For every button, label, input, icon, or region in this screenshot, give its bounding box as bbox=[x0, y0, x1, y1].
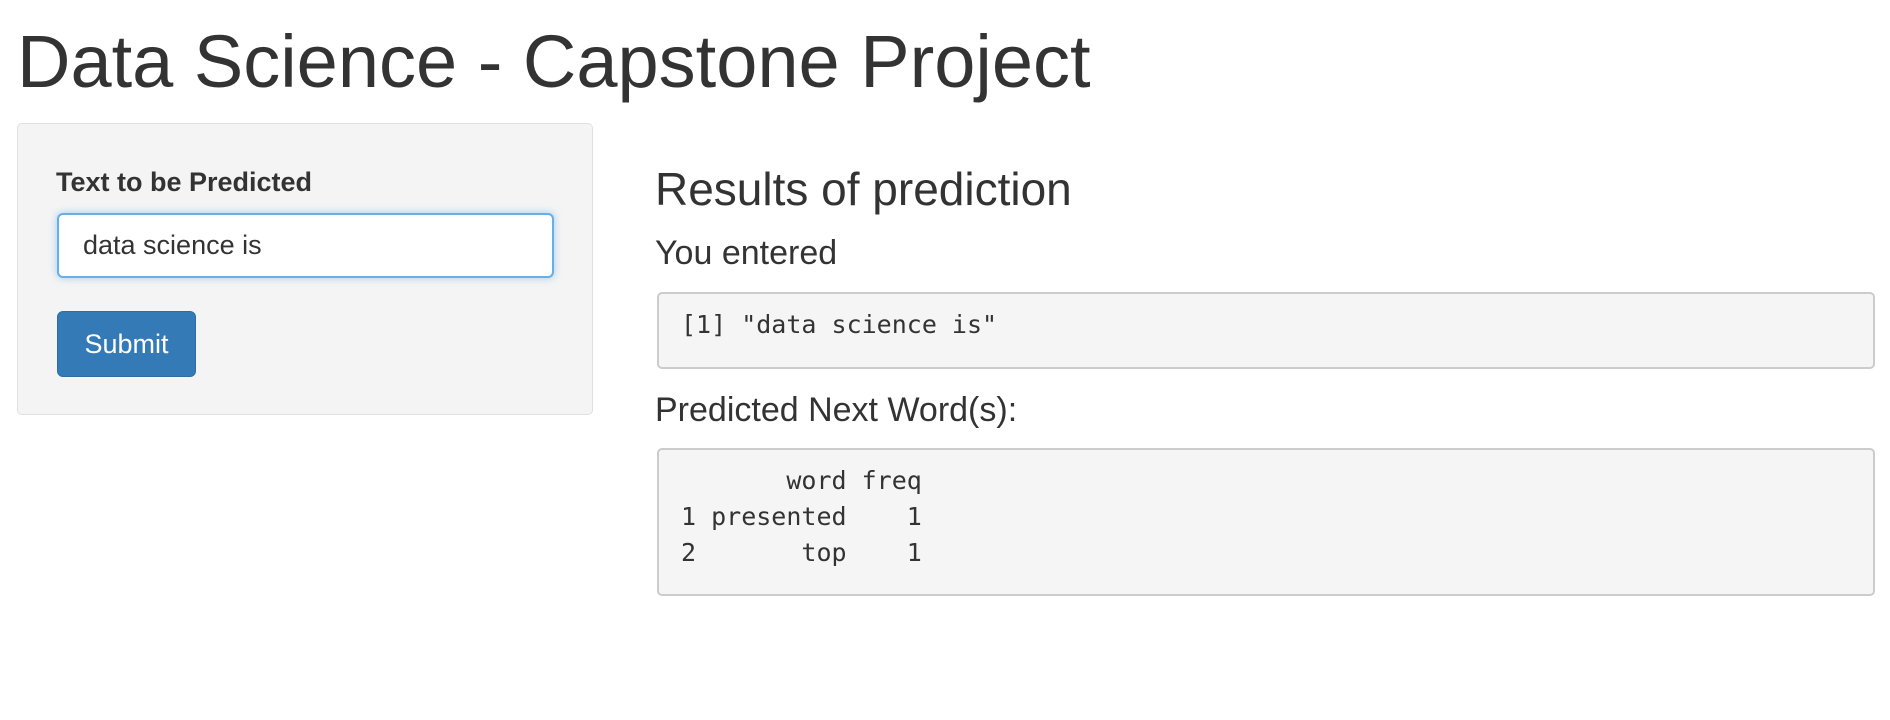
output-line: 2 top 1 bbox=[681, 538, 922, 567]
text-input[interactable]: data science is bbox=[57, 213, 554, 278]
output-line: 1 presented 1 bbox=[681, 502, 922, 531]
page-title: Data Science - Capstone Project bbox=[17, 20, 1091, 103]
predicted-output: word freq 1 presented 1 2 top 1 bbox=[657, 448, 1875, 596]
output-line: word freq bbox=[681, 466, 922, 495]
predicted-heading: Predicted Next Word(s): bbox=[655, 391, 1018, 429]
entered-heading: You entered bbox=[655, 234, 838, 272]
output-line: [1] "data science is" bbox=[681, 310, 998, 339]
input-label: Text to be Predicted bbox=[56, 167, 313, 197]
results-heading: Results of prediction bbox=[655, 163, 1072, 215]
entered-output: [1] "data science is" bbox=[657, 292, 1875, 369]
submit-button[interactable]: Submit bbox=[57, 311, 196, 377]
